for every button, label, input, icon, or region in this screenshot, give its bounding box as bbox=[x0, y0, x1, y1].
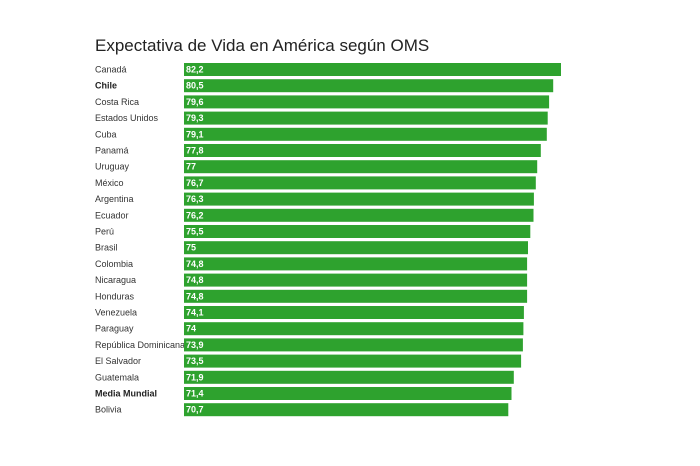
bar bbox=[184, 225, 531, 238]
category-label: Perú bbox=[95, 227, 114, 237]
category-label: Canadá bbox=[95, 65, 127, 75]
category-label: Ecuador bbox=[95, 210, 129, 220]
data-label: 79,3 bbox=[186, 113, 204, 123]
data-label: 74,8 bbox=[186, 275, 204, 285]
data-label: 74,8 bbox=[186, 291, 204, 301]
data-label: 80,5 bbox=[186, 81, 204, 91]
category-label: Uruguay bbox=[95, 162, 130, 172]
category-label: Guatemala bbox=[95, 372, 139, 382]
bar bbox=[184, 306, 524, 319]
data-label: 75,5 bbox=[186, 227, 204, 237]
bar bbox=[184, 176, 536, 190]
category-label: Bolivia bbox=[95, 405, 122, 415]
bar bbox=[184, 241, 528, 255]
category-label: Honduras bbox=[95, 291, 135, 301]
bar bbox=[184, 95, 550, 109]
bar bbox=[184, 127, 547, 141]
data-label: 79,1 bbox=[186, 129, 204, 139]
category-label: México bbox=[95, 178, 124, 188]
data-label: 77,8 bbox=[186, 146, 204, 156]
category-label: Brasil bbox=[95, 243, 118, 253]
bar bbox=[184, 273, 528, 287]
category-label: Nicaragua bbox=[95, 275, 136, 285]
bar bbox=[184, 160, 538, 174]
data-label: 73,5 bbox=[186, 356, 204, 366]
bar bbox=[184, 144, 541, 157]
category-label: Argentina bbox=[95, 194, 134, 204]
category-label: El Salvador bbox=[95, 356, 141, 366]
data-label: 73,9 bbox=[186, 340, 204, 350]
category-label: Costa Rica bbox=[95, 97, 139, 107]
bar bbox=[184, 338, 523, 352]
data-label: 79,6 bbox=[186, 97, 204, 107]
category-label: Paraguay bbox=[95, 324, 134, 334]
bars-group: Canadá 82,2 Chile 80,5 Costa Rica 79,6 Estados… bbox=[95, 63, 561, 417]
category-label: Estados Unidos bbox=[95, 113, 159, 123]
data-label: 74 bbox=[186, 324, 196, 334]
bar bbox=[184, 111, 548, 125]
category-label: Cuba bbox=[95, 129, 117, 139]
data-label: 75 bbox=[186, 243, 196, 253]
bar bbox=[184, 403, 509, 417]
data-label: 74,8 bbox=[186, 259, 204, 269]
bar bbox=[184, 63, 561, 76]
data-label: 74,1 bbox=[186, 308, 204, 318]
category-label: Chile bbox=[95, 81, 117, 91]
data-label: 71,9 bbox=[186, 372, 204, 382]
bar bbox=[184, 322, 524, 336]
bar bbox=[184, 387, 512, 400]
bar bbox=[184, 370, 514, 384]
data-label: 76,2 bbox=[186, 210, 204, 220]
bar bbox=[184, 354, 522, 368]
bar bbox=[184, 289, 528, 303]
category-label: Venezuela bbox=[95, 308, 137, 318]
bar bbox=[184, 192, 534, 206]
chart-title: Expectativa de Vida en América según OMS bbox=[95, 36, 430, 55]
data-label: 76,3 bbox=[186, 194, 204, 204]
category-label: Panamá bbox=[95, 146, 129, 156]
data-label: 70,7 bbox=[186, 405, 204, 415]
category-label: Colombia bbox=[95, 259, 133, 269]
data-label: 82,2 bbox=[186, 65, 204, 75]
data-label: 76,7 bbox=[186, 178, 204, 188]
category-label: Media Mundial bbox=[95, 389, 157, 399]
bar bbox=[184, 257, 528, 271]
data-label: 71,4 bbox=[186, 389, 204, 399]
data-label: 77 bbox=[186, 162, 196, 172]
bar bbox=[184, 79, 554, 93]
bar bbox=[184, 208, 534, 222]
category-label: República Dominicana bbox=[95, 340, 185, 350]
